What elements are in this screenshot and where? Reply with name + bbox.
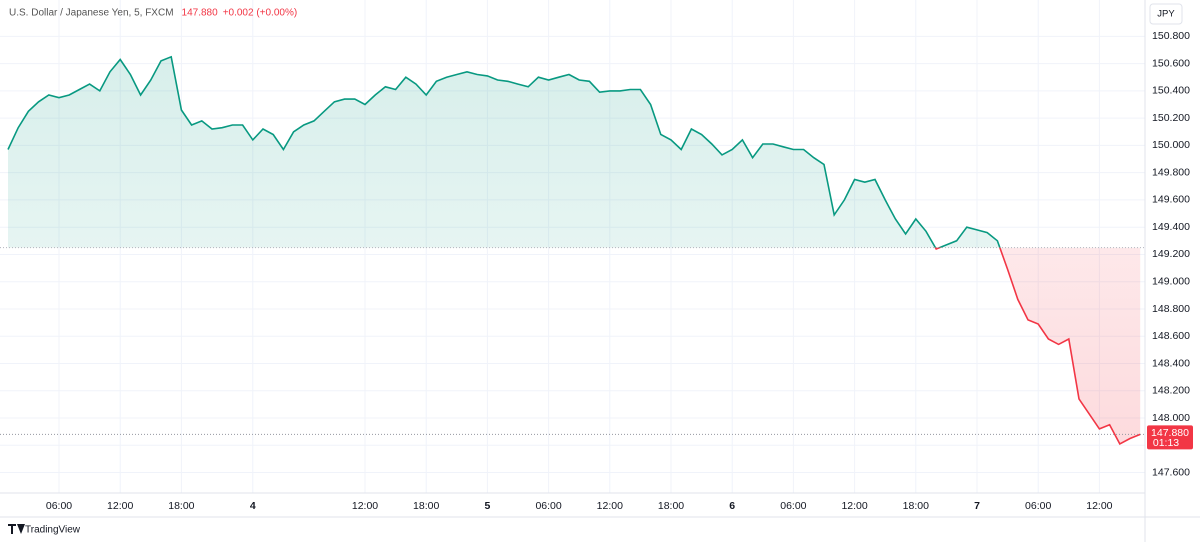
header-price: 147.880 <box>182 8 219 19</box>
last-price-box <box>1147 425 1193 450</box>
area-above <box>8 56 1000 248</box>
y-tick-label: 150.600 <box>1152 57 1190 69</box>
y-tick-label: 148.600 <box>1152 330 1190 342</box>
x-tick-label: 12:00 <box>107 500 133 512</box>
y-tick-label: 149.400 <box>1152 221 1190 233</box>
x-tick-label: 06:00 <box>1025 500 1051 512</box>
currency-label[interactable]: JPY <box>1157 9 1175 20</box>
y-tick-label: 148.200 <box>1152 385 1190 397</box>
x-tick-label: 06:00 <box>780 500 806 512</box>
y-tick-label: 147.600 <box>1152 466 1190 478</box>
y-tick-label: 148.000 <box>1152 412 1190 424</box>
y-tick-label: 149.600 <box>1152 194 1190 206</box>
x-tick-label: 18:00 <box>903 500 929 512</box>
area-below <box>8 247 1141 444</box>
logo[interactable] <box>8 524 25 534</box>
price-line-above <box>7 55 1001 248</box>
x-tick-label: 18:00 <box>413 500 439 512</box>
y-tick-label: 149.000 <box>1152 275 1190 287</box>
y-tick-label: 150.200 <box>1152 112 1190 124</box>
y-tick-label: 150.800 <box>1152 30 1190 42</box>
x-tick-label: 6 <box>729 500 735 512</box>
y-tick-label: 150.400 <box>1152 85 1190 97</box>
x-tick-label: 18:00 <box>168 500 194 512</box>
x-tick-label: 06:00 <box>535 500 561 512</box>
last-price-label: 147.880 <box>1151 427 1189 439</box>
x-tick-label: 12:00 <box>841 500 867 512</box>
x-tick-label: 7 <box>974 500 980 512</box>
countdown: 01:13 <box>1153 437 1179 449</box>
y-tick-label: 149.800 <box>1152 166 1190 178</box>
y-tick-label: 148.800 <box>1152 303 1190 315</box>
x-tick-label: 18:00 <box>658 500 684 512</box>
currency-button[interactable] <box>1149 3 1183 25</box>
x-tick-label: 5 <box>484 500 490 512</box>
y-tick-label: 150.000 <box>1152 139 1190 151</box>
symbol-title: U.S. Dollar / Japanese Yen, 5, FXCM <box>9 8 174 19</box>
header-change: +0.002 (+0.00%) <box>223 8 298 19</box>
x-tick-label: 06:00 <box>46 500 72 512</box>
brand[interactable]: TradingView <box>25 525 81 536</box>
x-tick-label: 12:00 <box>1086 500 1112 512</box>
x-tick-label: 4 <box>250 500 256 512</box>
y-tick-label: 148.400 <box>1152 357 1190 369</box>
x-tick-label: 12:00 <box>597 500 623 512</box>
x-tick-label: 12:00 <box>352 500 378 512</box>
y-tick-label: 149.200 <box>1152 248 1190 260</box>
